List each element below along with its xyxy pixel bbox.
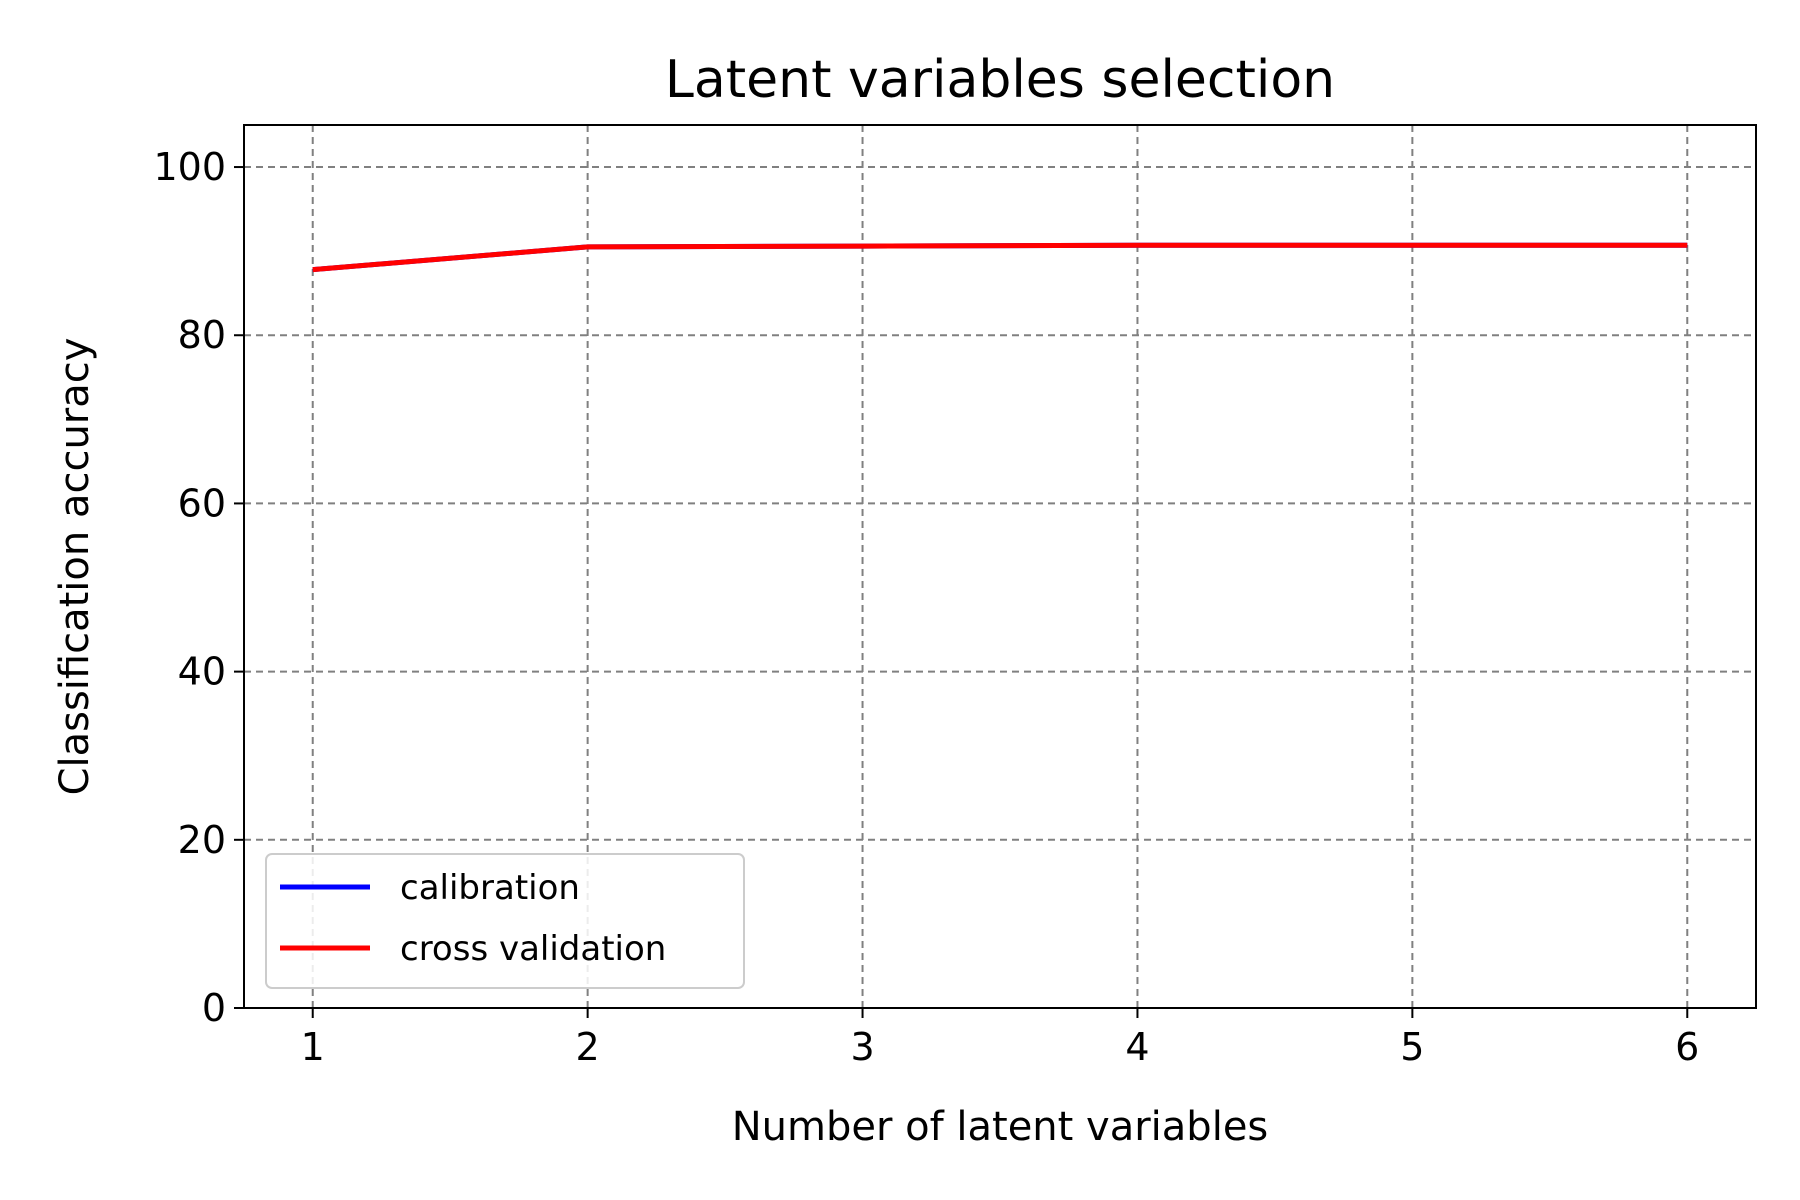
chart-title: Latent variables selection	[665, 50, 1335, 110]
x-tick-label: 4	[1125, 1025, 1149, 1069]
legend-label-cross-validation: cross validation	[400, 929, 666, 969]
plot-frame	[243, 124, 1757, 1009]
x-tick-label: 2	[576, 1025, 600, 1069]
y-tick-label: 100	[153, 145, 226, 189]
y-tick-label: 0	[202, 986, 226, 1030]
legend: calibration cross validation	[265, 853, 745, 989]
x-axis-label: Number of latent variables	[732, 1104, 1269, 1150]
y-tick-label: 40	[178, 650, 226, 694]
y-tick-label: 60	[178, 481, 226, 525]
y-axis-label: Classification accuracy	[52, 338, 98, 796]
x-tick-label: 3	[850, 1025, 874, 1069]
x-tick-label: 6	[1675, 1025, 1699, 1069]
series-lines	[312, 242, 1688, 273]
series-line-cross-validation	[312, 242, 1688, 273]
legend-box	[265, 853, 745, 989]
x-tick-label: 1	[301, 1025, 325, 1069]
y-tick-label: 20	[178, 818, 226, 862]
y-tick-label: 80	[178, 313, 226, 357]
legend-label-calibration: calibration	[400, 868, 580, 908]
x-tick-label: 5	[1400, 1025, 1424, 1069]
